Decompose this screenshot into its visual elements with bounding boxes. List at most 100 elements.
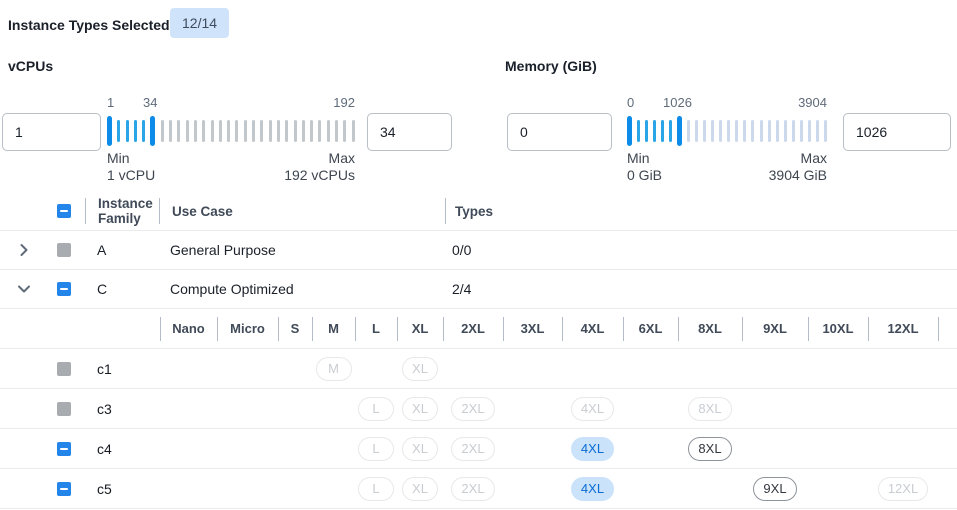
size-pill-c4-8xl[interactable]: 8XL xyxy=(688,436,732,461)
slider-tick xyxy=(815,120,819,142)
column-divider xyxy=(445,198,446,224)
column-divider xyxy=(159,198,160,224)
vcpus-slider[interactable]: 1 34 192 Min 1 vCPU Max 192 vCPUs xyxy=(107,95,355,183)
size-column-10xl: 10XL xyxy=(808,309,868,348)
slider-handle[interactable] xyxy=(150,116,156,146)
size-pill-c3-xl: XL xyxy=(402,396,438,421)
size-column-nano: Nano xyxy=(160,309,217,348)
slider-tick xyxy=(210,120,214,142)
slider-handle[interactable] xyxy=(677,116,683,146)
slider-tick xyxy=(193,120,197,142)
slider-tick xyxy=(687,120,691,142)
slider-tick xyxy=(669,120,673,142)
memory-max-input[interactable] xyxy=(843,113,951,151)
slider-tick xyxy=(142,120,146,142)
size-column-8xl: 8XL xyxy=(678,309,742,348)
vcpus-max-input[interactable] xyxy=(367,113,452,151)
slider-tick xyxy=(326,120,330,142)
memory-min-input[interactable] xyxy=(507,113,612,151)
slider-tick xyxy=(227,120,231,142)
instance-family-row-c3: c3 L XL 2XL 4XL 8XL xyxy=(0,389,957,429)
vcpus-scale-min: 1 xyxy=(107,95,115,110)
slider-tick xyxy=(653,120,657,142)
slider-tick xyxy=(791,120,795,142)
size-column-4xl: 4XL xyxy=(562,309,623,348)
size-pill-c5-2xl: 2XL xyxy=(451,476,495,501)
slider-tick xyxy=(185,120,189,142)
slider-tick xyxy=(293,120,297,142)
slider-tick xyxy=(310,120,314,142)
size-column-6xl: 6XL xyxy=(623,309,678,348)
size-column-l: L xyxy=(355,309,397,348)
memory-min-label: Min xyxy=(627,150,650,166)
slider-tick xyxy=(160,120,164,142)
slider-tick xyxy=(767,120,771,142)
vcpus-slider-track[interactable] xyxy=(107,116,355,146)
family-group-row: A General Purpose 0/0 xyxy=(0,231,957,270)
memory-slider[interactable]: 0 1026 3904 Min 0 GiB Max 3904 GiB xyxy=(627,95,827,183)
slider-tick xyxy=(343,120,347,142)
slider-tick xyxy=(335,120,339,142)
size-column-9xl: 9XL xyxy=(742,309,808,348)
slider-tick xyxy=(759,120,763,142)
slider-tick xyxy=(661,120,665,142)
family-name: A xyxy=(97,242,107,258)
slider-tick xyxy=(260,120,264,142)
column-header-use-case: Use Case xyxy=(172,203,233,219)
size-pill-c5-4xl[interactable]: 4XL xyxy=(570,476,615,501)
collapse-group-icon[interactable] xyxy=(14,279,34,299)
select-all-checkbox[interactable] xyxy=(57,204,71,218)
instance-checkbox-c5[interactable] xyxy=(57,481,71,496)
slider-tick xyxy=(735,120,739,142)
size-pill-c4-xl: XL xyxy=(402,436,438,461)
family-group-checkbox[interactable] xyxy=(57,282,71,296)
size-pill-c1-m: M xyxy=(315,356,352,381)
slider-tick xyxy=(252,120,256,142)
vcpus-max-label: Max xyxy=(328,150,355,166)
memory-scale-current: 1026 xyxy=(663,95,692,110)
slider-tick xyxy=(719,120,723,142)
instance-family-row-c1: c1 M XL xyxy=(0,349,957,389)
types-count: 0/0 xyxy=(452,242,472,258)
slider-tick xyxy=(117,120,121,142)
slider-tick xyxy=(799,120,803,142)
instance-family-row-c5: c5 L XL 2XL 4XL 9XL 12XL xyxy=(0,469,957,509)
size-column-3xl: 3XL xyxy=(503,309,562,348)
vcpus-min-input[interactable] xyxy=(2,113,101,151)
slider-handle[interactable] xyxy=(107,116,112,146)
size-column-xl: XL xyxy=(397,309,443,348)
instance-family-table: Instance Family Use Case Types A General … xyxy=(0,192,957,509)
selected-count-label: Instance Types Selected: xyxy=(8,17,175,33)
table-header-row: Instance Family Use Case Types xyxy=(0,192,957,231)
slider-tick xyxy=(637,120,641,142)
slider-tick xyxy=(276,120,280,142)
instance-checkbox-c1 xyxy=(57,361,71,376)
vcpus-scale-current: 34 xyxy=(143,95,158,110)
size-pill-c3-4xl: 4XL xyxy=(570,396,615,421)
slider-tick xyxy=(218,120,222,142)
types-count: 2/4 xyxy=(452,281,472,297)
slider-tick xyxy=(743,120,747,142)
slider-tick xyxy=(783,120,787,142)
vcpus-filter-title: vCPUs xyxy=(8,58,54,74)
instance-name: c3 xyxy=(97,400,112,417)
size-pill-c4-4xl[interactable]: 4XL xyxy=(570,436,615,461)
instance-name: c5 xyxy=(97,480,112,497)
slider-tick xyxy=(202,120,206,142)
memory-slider-track[interactable] xyxy=(627,116,827,146)
size-pill-c5-12xl: 12XL xyxy=(877,476,929,501)
expand-group-icon[interactable] xyxy=(14,240,34,260)
selected-count-bar: Instance Types Selected: 12/14 xyxy=(8,8,230,40)
memory-filter-group: 0 1026 3904 Min 0 GiB Max 3904 GiB xyxy=(507,95,951,183)
vcpus-max-value: 192 vCPUs xyxy=(284,167,355,183)
instance-checkbox-c4[interactable] xyxy=(57,441,71,456)
column-divider xyxy=(85,198,86,224)
instance-family-row-c4: c4 L XL 2XL 4XL 8XL xyxy=(0,429,957,469)
use-case: Compute Optimized xyxy=(170,281,294,297)
slider-tick xyxy=(125,120,129,142)
size-pill-c5-9xl[interactable]: 9XL xyxy=(753,476,797,501)
slider-handle[interactable] xyxy=(627,116,632,146)
slider-tick xyxy=(169,120,173,142)
slider-tick xyxy=(318,120,322,142)
